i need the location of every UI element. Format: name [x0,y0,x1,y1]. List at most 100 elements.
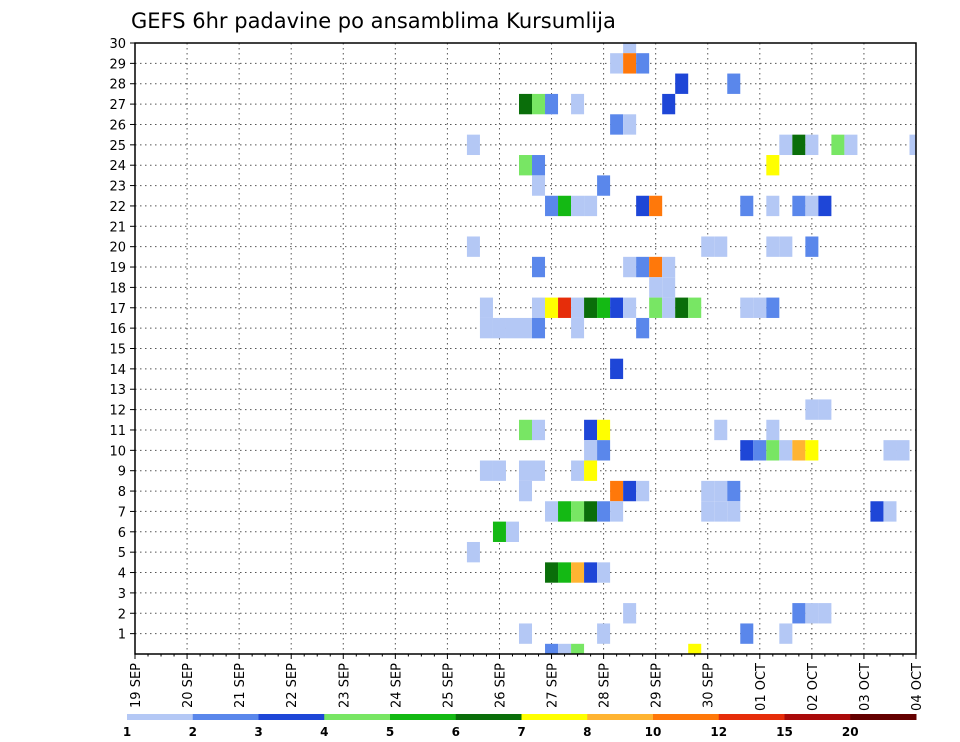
heatmap-cell [909,134,916,156]
heatmap-cell [766,419,780,441]
heatmap-cell [518,623,533,644]
heatmap-cell [545,297,559,318]
y-tick-label: 25 [109,139,126,154]
colorbar-label: 4 [320,725,328,739]
heatmap-cell [805,440,819,461]
heatmap-cell [610,297,624,318]
colorbar-swatch [784,714,851,720]
y-tick-label: 18 [109,281,126,296]
heatmap-cell [714,236,728,257]
y-tick-label: 2 [118,607,126,622]
x-tick-label: 22 SEP [285,663,300,708]
heatmap-cell [792,195,806,217]
heatmap-cell [727,73,741,94]
y-tick-label: 17 [109,302,126,317]
heatmap-cell [623,114,637,135]
heatmap-cell [610,114,624,135]
heatmap-cell [649,256,663,278]
colorbar-label: 1 [123,725,131,739]
y-tick-label: 13 [109,383,126,398]
y-axis: 1234567891011121314151617181920212223242… [109,37,135,643]
y-tick-label: 11 [109,424,126,439]
y-tick-label: 7 [118,505,126,520]
heatmap-cell [558,562,572,583]
colorbar-swatch [258,714,325,720]
heatmap-cell [792,603,806,624]
x-tick-label: 26 SEP [493,663,508,708]
x-tick-label: 30 SEP [702,663,717,708]
heatmap-cell [532,175,546,196]
heatmap-cell [545,501,559,522]
colorbar-label: 15 [776,725,793,739]
heatmap-cell [597,562,611,583]
y-tick-label: 30 [109,37,126,52]
heatmap-cells [466,43,916,654]
heatmap-cell [518,317,533,339]
heatmap-cell [571,562,585,583]
heatmap-cell [766,236,780,257]
heatmap-cell [636,53,650,74]
y-tick-label: 15 [109,343,126,358]
heatmap-cell [545,93,559,115]
heatmap-cell [597,419,611,441]
heatmap-cell [558,643,572,654]
heatmap-cell [505,317,519,339]
heatmap-cell [818,195,832,217]
heatmap-cell [466,541,480,563]
heatmap-cell [662,256,676,278]
x-tick-label: 19 SEP [129,663,144,708]
heatmap-cell [584,501,598,522]
heatmap-cell [558,195,572,217]
heatmap-cell [753,440,767,461]
heatmap-cell [623,43,637,54]
heatmap-cell [740,297,754,318]
colorbar-swatch [324,714,391,720]
heatmap-cell [649,297,663,318]
heatmap-cell [831,134,845,156]
heatmap-cell [740,195,754,217]
colorbar-swatch [390,714,457,720]
heatmap-cell [805,195,819,217]
heatmap-cell [505,521,519,542]
heatmap-cell [727,480,741,502]
x-tick-label: 21 SEP [233,663,248,708]
heatmap-cell [675,73,689,94]
heatmap-cell [597,501,611,522]
heatmap-cell [766,195,780,217]
x-tick-label: 03 OCT [858,663,873,711]
y-tick-label: 5 [118,546,126,561]
heatmap-cell [571,460,585,481]
heatmap-cell [623,297,637,318]
heatmap-cell [518,93,533,115]
heatmap-cell [636,195,650,217]
heatmap-cell [597,623,611,644]
y-tick-label: 29 [109,57,126,72]
x-tick-label: 02 OCT [806,663,821,711]
heatmap-cell [883,440,897,461]
heatmap-cell [766,440,780,461]
heatmap-cell [584,562,598,583]
y-tick-label: 20 [109,241,126,256]
heatmap-cell [532,317,546,339]
heatmap-cell [584,195,598,217]
heatmap-cell [532,155,546,176]
heatmap-cell [518,460,533,481]
heatmap-cell [649,277,663,298]
heatmap-cell [545,643,559,654]
x-tick-label: 28 SEP [598,663,613,708]
heatmap-cell [636,317,650,339]
heatmap-cell [518,480,533,502]
heatmap-cell [779,440,793,461]
colorbar-label: 2 [189,725,197,739]
heatmap-cell [740,623,754,644]
heatmap-cell [818,603,832,624]
heatmap-cell [610,53,624,74]
heatmap-cell [597,297,611,318]
heatmap-cell [610,501,624,522]
y-tick-label: 12 [109,404,126,419]
heatmap-cell [532,256,546,278]
heatmap-cell [584,419,598,441]
heatmap-cell [623,256,637,278]
heatmap-cell [518,419,533,441]
heatmap-cell [714,419,728,441]
